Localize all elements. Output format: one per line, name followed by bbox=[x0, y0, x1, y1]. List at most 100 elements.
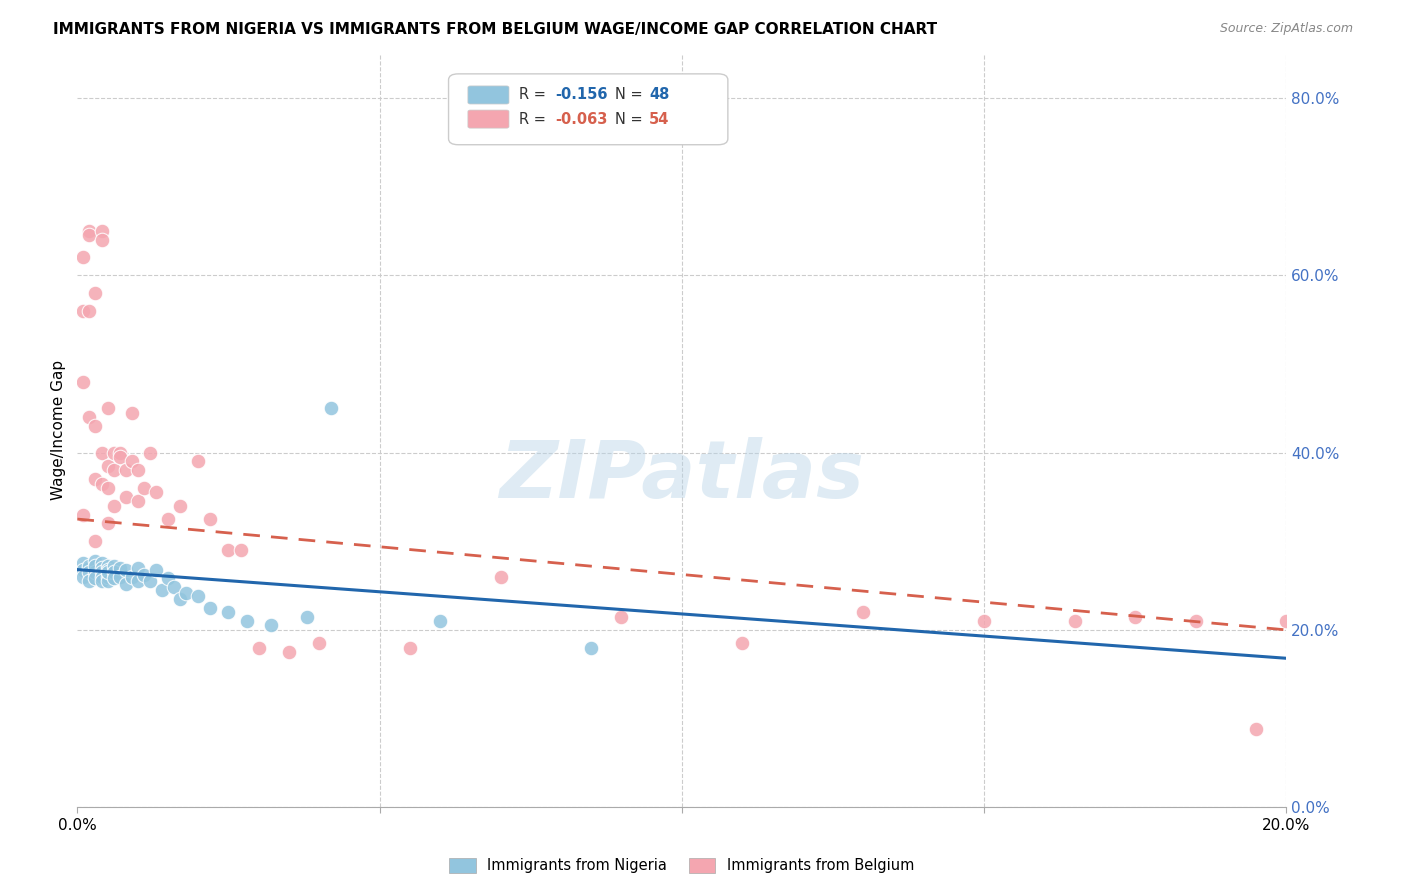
Point bbox=[72, 557, 94, 571]
Point bbox=[127, 561, 149, 575]
Point bbox=[84, 419, 107, 434]
Text: ZIPatlas: ZIPatlas bbox=[499, 436, 865, 515]
Point bbox=[72, 375, 94, 389]
Point bbox=[235, 614, 257, 628]
Point bbox=[218, 543, 240, 558]
Point bbox=[96, 481, 118, 495]
Text: Source: ZipAtlas.com: Source: ZipAtlas.com bbox=[1219, 22, 1353, 36]
Point bbox=[72, 508, 94, 522]
Point bbox=[121, 570, 143, 584]
Point bbox=[72, 303, 94, 318]
Point bbox=[103, 566, 125, 580]
Point bbox=[84, 566, 107, 580]
Point bbox=[114, 463, 136, 477]
FancyBboxPatch shape bbox=[468, 86, 509, 104]
Point bbox=[973, 614, 995, 628]
Point bbox=[852, 605, 875, 619]
Point bbox=[108, 450, 131, 464]
Y-axis label: Wage/Income Gap: Wage/Income Gap bbox=[51, 360, 66, 500]
Point bbox=[90, 476, 112, 491]
Point bbox=[108, 445, 131, 459]
Legend: Immigrants from Nigeria, Immigrants from Belgium: Immigrants from Nigeria, Immigrants from… bbox=[444, 852, 920, 880]
Point bbox=[489, 570, 512, 584]
Point bbox=[610, 609, 633, 624]
Point bbox=[139, 445, 162, 459]
Point bbox=[1246, 723, 1268, 737]
Point bbox=[90, 561, 112, 575]
Point bbox=[132, 568, 155, 582]
Point bbox=[72, 570, 94, 584]
Point bbox=[79, 224, 101, 238]
Point bbox=[295, 609, 318, 624]
Point bbox=[90, 566, 112, 580]
Point bbox=[121, 406, 143, 420]
Text: N =: N = bbox=[616, 112, 648, 127]
Point bbox=[1064, 614, 1087, 628]
Point bbox=[121, 454, 143, 468]
Point bbox=[103, 463, 125, 477]
Point bbox=[157, 572, 180, 586]
Point bbox=[731, 636, 754, 650]
Point bbox=[169, 591, 191, 606]
Point bbox=[96, 563, 118, 577]
Point bbox=[84, 559, 107, 574]
Point bbox=[1275, 614, 1298, 628]
Point bbox=[260, 618, 283, 632]
Point bbox=[96, 516, 118, 531]
Point bbox=[79, 559, 101, 574]
Text: R =: R = bbox=[519, 112, 550, 127]
Point bbox=[114, 576, 136, 591]
Point bbox=[96, 458, 118, 473]
Text: N =: N = bbox=[616, 87, 648, 103]
Point bbox=[72, 563, 94, 577]
Point bbox=[200, 512, 222, 526]
Text: 54: 54 bbox=[650, 112, 669, 127]
Point bbox=[90, 445, 112, 459]
Point bbox=[218, 605, 240, 619]
Point bbox=[145, 485, 167, 500]
Point bbox=[79, 228, 101, 243]
Point bbox=[247, 640, 270, 655]
Text: IMMIGRANTS FROM NIGERIA VS IMMIGRANTS FROM BELGIUM WAGE/INCOME GAP CORRELATION C: IMMIGRANTS FROM NIGERIA VS IMMIGRANTS FR… bbox=[53, 22, 938, 37]
Point bbox=[96, 570, 118, 584]
Point bbox=[90, 557, 112, 571]
Point bbox=[79, 574, 101, 589]
Point bbox=[90, 224, 112, 238]
Point bbox=[90, 233, 112, 247]
Point bbox=[90, 574, 112, 589]
Point bbox=[127, 463, 149, 477]
Point bbox=[132, 481, 155, 495]
FancyBboxPatch shape bbox=[468, 110, 509, 128]
Point bbox=[163, 580, 186, 594]
Point bbox=[96, 566, 118, 580]
Point bbox=[96, 559, 118, 574]
Point bbox=[84, 572, 107, 586]
Point bbox=[79, 410, 101, 425]
Point bbox=[90, 570, 112, 584]
Point bbox=[84, 472, 107, 486]
Point bbox=[581, 640, 603, 655]
Text: 48: 48 bbox=[650, 87, 669, 103]
Text: -0.063: -0.063 bbox=[555, 112, 607, 127]
FancyBboxPatch shape bbox=[449, 74, 728, 145]
Point bbox=[103, 445, 125, 459]
Point bbox=[114, 563, 136, 577]
Point bbox=[103, 499, 125, 513]
Point bbox=[84, 285, 107, 300]
Point bbox=[1185, 614, 1208, 628]
Point bbox=[127, 574, 149, 589]
Point bbox=[103, 559, 125, 574]
Point bbox=[399, 640, 422, 655]
Point bbox=[174, 585, 197, 599]
Point bbox=[278, 645, 301, 659]
Point bbox=[72, 251, 94, 265]
Point bbox=[103, 572, 125, 586]
Point bbox=[108, 561, 131, 575]
Point bbox=[308, 636, 330, 650]
Point bbox=[96, 574, 118, 589]
Point bbox=[321, 401, 343, 416]
Point bbox=[114, 490, 136, 504]
Point bbox=[157, 512, 180, 526]
Point bbox=[1125, 609, 1147, 624]
Point bbox=[187, 454, 209, 468]
